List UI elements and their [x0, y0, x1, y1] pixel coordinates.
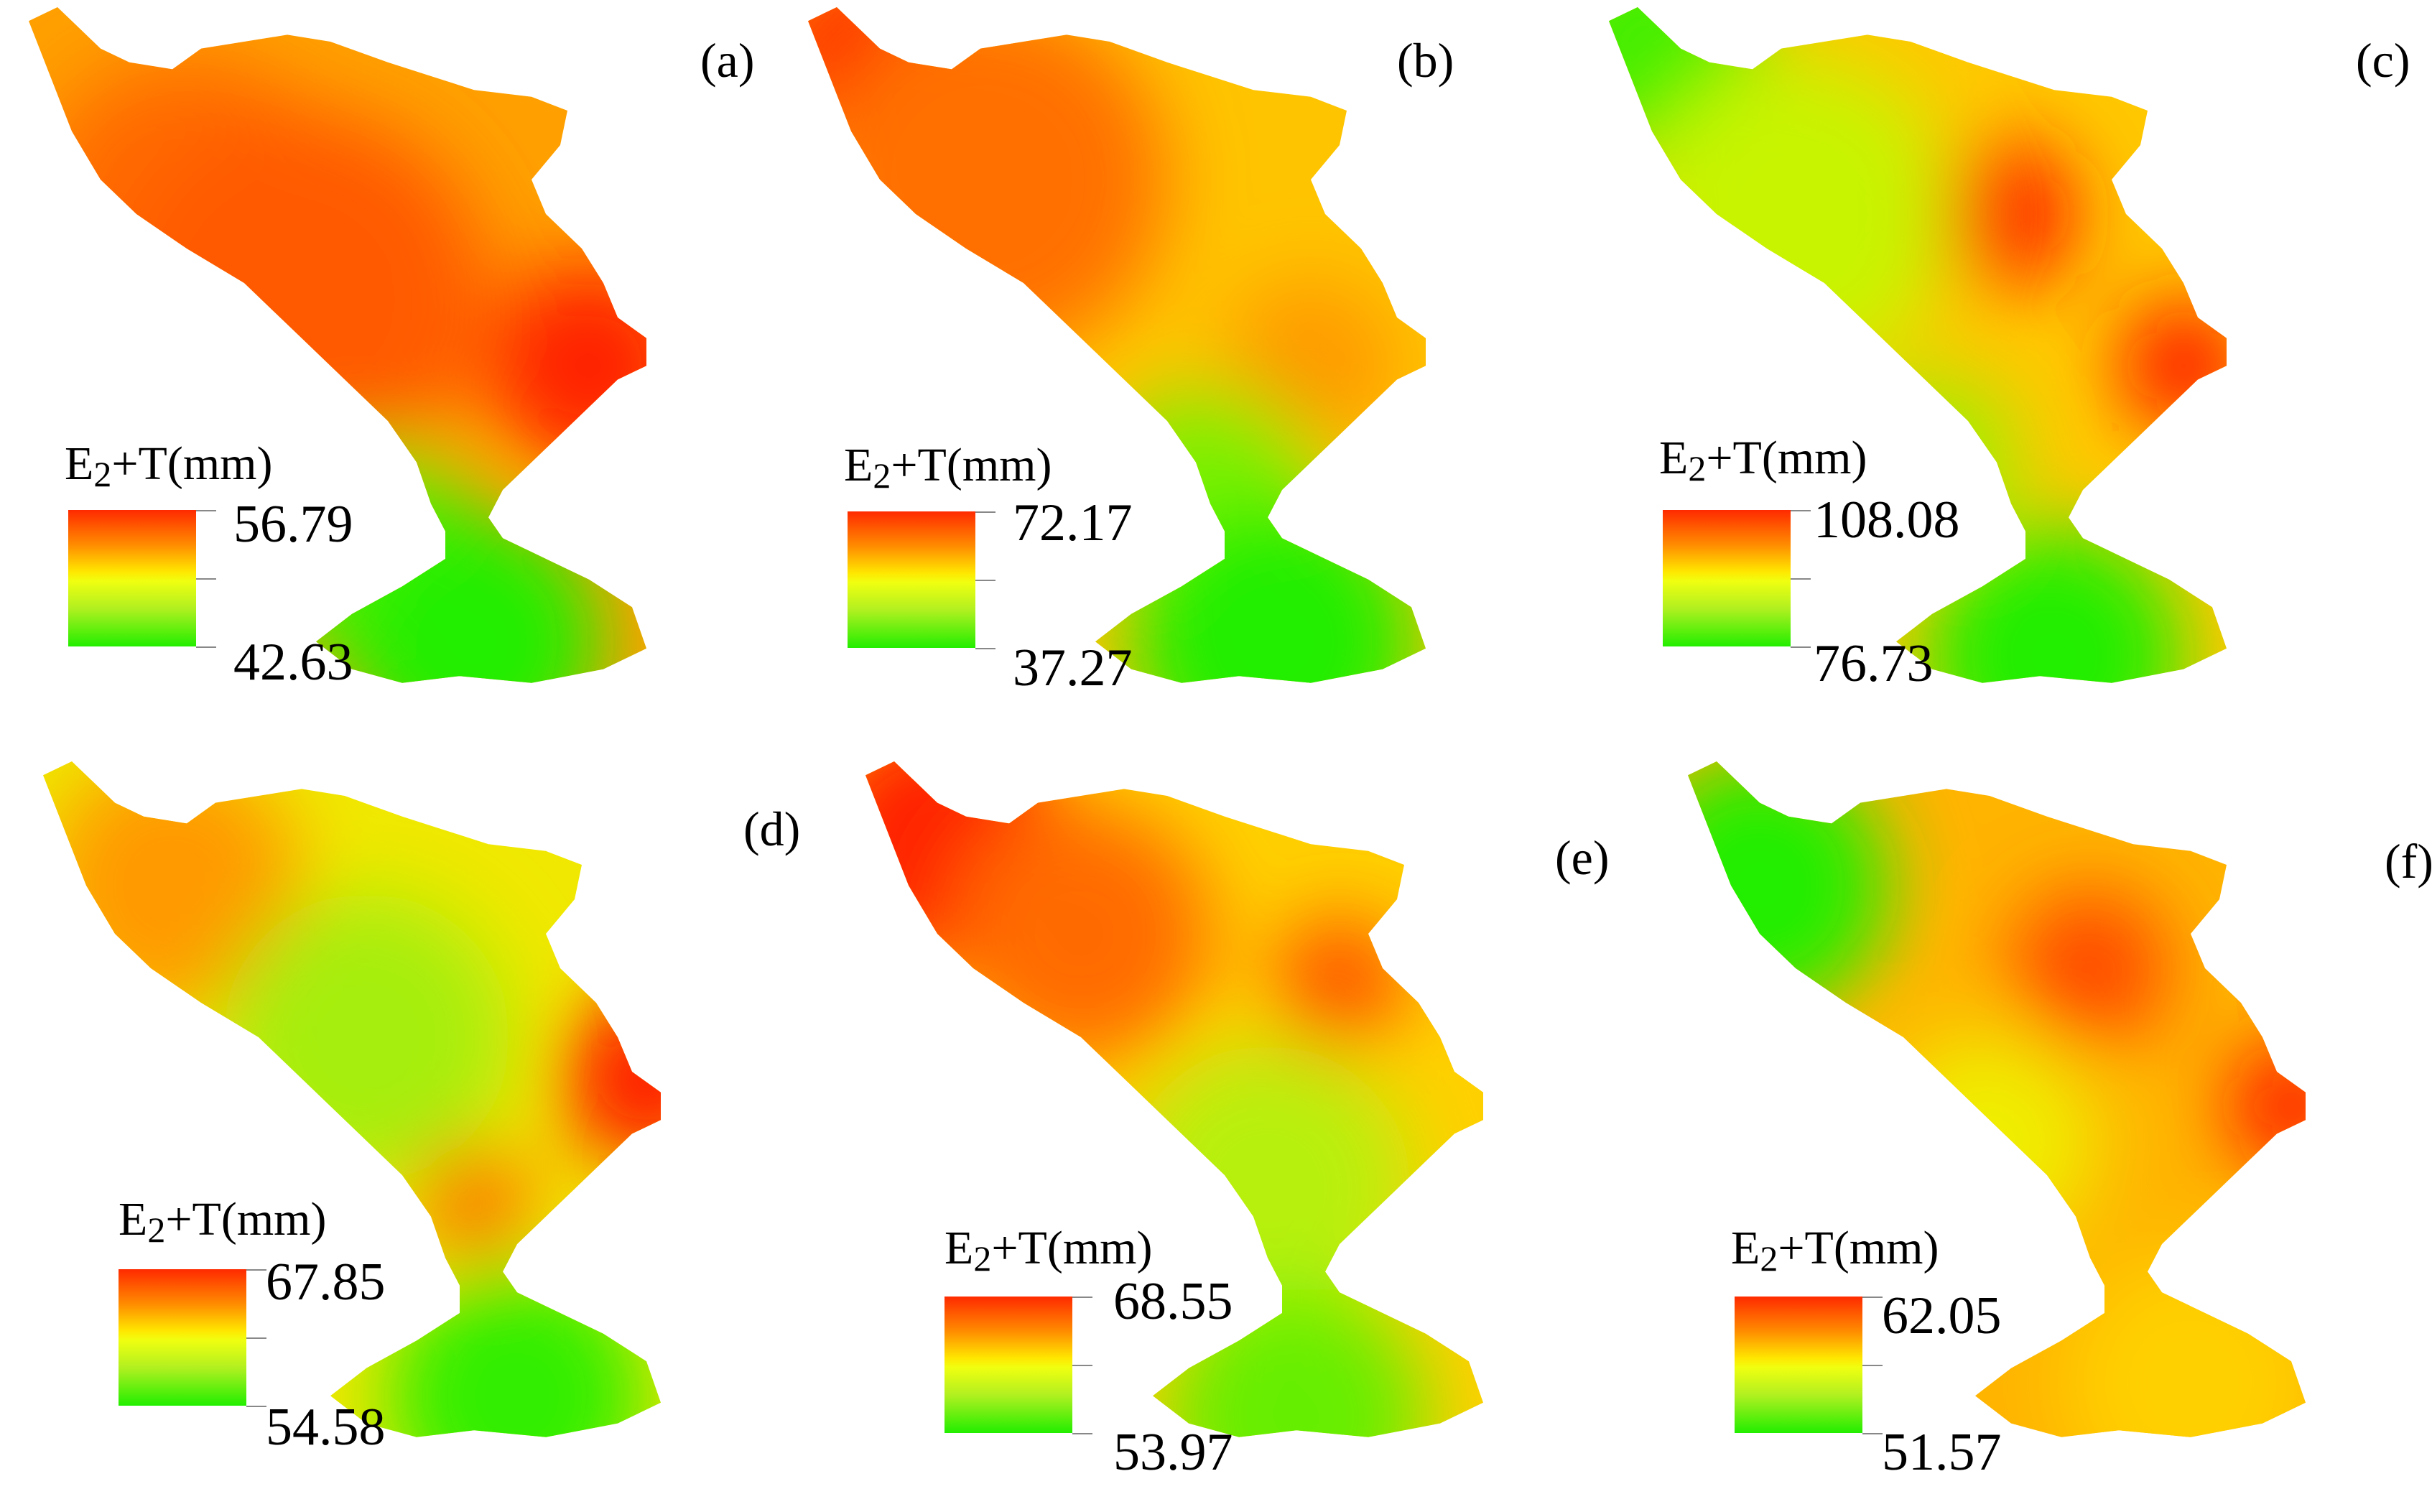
value-hotspot [808, 7, 1167, 359]
legend-tick [1862, 1297, 1883, 1298]
value-hotspot [952, 804, 1210, 1063]
legend-tick [196, 510, 216, 511]
legend-color-ramp [945, 1297, 1072, 1433]
legend-tick [1072, 1297, 1092, 1298]
value-hotspot [115, 110, 488, 484]
legend-tick [246, 1269, 266, 1271]
legend-title: E2+T(mm) [844, 439, 1052, 496]
map-panel: (b) E2+T(mm) 72.17 37.27 [808, 7, 1618, 758]
region-map [29, 7, 646, 683]
legend-color-ramp [1735, 1297, 1862, 1433]
legend-color-ramp [68, 510, 196, 646]
value-hotspot [417, 1145, 532, 1261]
panel-label: (f) [2385, 834, 2432, 889]
legend-color-ramp [1663, 510, 1791, 646]
panel-label: (c) [2356, 33, 2410, 88]
region-map [43, 761, 661, 1437]
panel-label: (a) [700, 33, 755, 88]
value-hotspot [1882, 1033, 2097, 1248]
region-map [1688, 761, 2306, 1437]
legend-min-value: 76.73 [1814, 634, 1934, 693]
value-hotspot [2119, 301, 2227, 431]
value-hotspot [2011, 889, 2169, 1047]
legend-max-value: 68.55 [1113, 1272, 1233, 1331]
legend-tick [975, 580, 995, 581]
legend-title: E2+T(mm) [1731, 1222, 1939, 1279]
legend-tick [1791, 510, 1811, 511]
value-hotspot [1932, 142, 2076, 286]
value-hotspot [2061, 1253, 2306, 1437]
legend-min-value: 54.58 [266, 1398, 386, 1457]
legend-tick [1862, 1365, 1883, 1366]
legend-max-value: 67.85 [266, 1253, 386, 1312]
value-hotspot [2227, 1042, 2306, 1171]
legend-title: E2+T(mm) [119, 1193, 327, 1250]
map-panel: (d) E2+T(mm) 67.85 54.58 [29, 761, 839, 1512]
legend-tick [1791, 578, 1811, 580]
legend-tick [1862, 1433, 1883, 1434]
legend-min-value: 51.57 [1882, 1423, 2002, 1482]
panel-label: (e) [1555, 830, 1610, 885]
value-hotspot [1131, 498, 1419, 683]
map-panel: (f) E2+T(mm) 62.05 51.57 [1659, 761, 2432, 1512]
panel-label: (d) [743, 802, 801, 856]
legend-min-value: 53.97 [1113, 1423, 1233, 1482]
value-hotspot [1925, 526, 2183, 683]
legend-title: E2+T(mm) [945, 1222, 1153, 1279]
legend-tick [975, 648, 995, 649]
legend-max-value: 72.17 [1013, 493, 1133, 552]
legend-max-value: 108.08 [1814, 491, 1960, 549]
legend-title: E2+T(mm) [1659, 432, 1867, 488]
legend-tick [196, 578, 216, 580]
value-hotspot [560, 992, 661, 1165]
legend-max-value: 56.79 [233, 495, 353, 554]
legend-color-ramp [848, 511, 975, 648]
value-hotspot [388, 1266, 646, 1437]
legend-max-value: 62.05 [1882, 1286, 2002, 1345]
legend-tick [1072, 1433, 1092, 1434]
value-hotspot [1275, 917, 1404, 1047]
legend-tick [1072, 1365, 1092, 1366]
map-panel: (e) E2+T(mm) 68.55 53.97 [837, 761, 1647, 1512]
value-hotspot [223, 894, 510, 1181]
map-panel: (a) E2+T(mm) 56.79 42.63 [29, 7, 839, 758]
panel-label: (b) [1397, 33, 1454, 88]
legend-min-value: 37.27 [1013, 639, 1133, 697]
legend-title: E2+T(mm) [65, 437, 273, 494]
legend-tick [1791, 646, 1811, 648]
legend-tick [246, 1337, 266, 1339]
legend-tick [246, 1406, 266, 1407]
value-hotspot [1638, 56, 1954, 372]
value-hotspot [345, 512, 603, 683]
value-hotspot [1167, 1287, 1426, 1437]
legend-color-ramp [119, 1269, 246, 1406]
value-hotspot [488, 265, 646, 467]
map-panel: (c) E2+T(mm) 108.08 76.73 [1609, 7, 2419, 758]
legend-tick [975, 511, 995, 513]
legend-min-value: 42.63 [233, 633, 353, 692]
legend-tick [196, 646, 216, 648]
